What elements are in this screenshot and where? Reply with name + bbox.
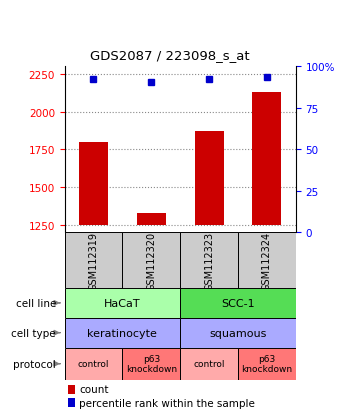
Text: HaCaT: HaCaT [104,298,141,308]
Bar [65,288,180,318]
Text: cell line: cell line [16,298,56,308]
Text: control: control [193,359,225,368]
Text: protocol: protocol [13,359,56,369]
Bar [122,348,180,380]
Text: GSM112323: GSM112323 [204,231,214,290]
Bar [137,213,166,225]
Bar [252,93,281,225]
Text: SCC-1: SCC-1 [221,298,255,308]
Bar [180,233,238,288]
Bar [238,233,296,288]
Text: control: control [78,359,109,368]
Text: p63
knockdown: p63 knockdown [241,354,292,373]
Bar [180,348,238,380]
Bar [122,233,180,288]
Bar [238,348,296,380]
Text: percentile rank within the sample: percentile rank within the sample [79,398,255,408]
Text: count: count [79,385,108,394]
Bar [65,233,122,288]
Text: GSM112320: GSM112320 [146,231,156,290]
Bar [180,318,296,348]
Bar [68,399,75,408]
Bar [65,318,180,348]
Bar [65,348,122,380]
Text: cell type: cell type [12,328,56,338]
Text: squamous: squamous [209,328,267,338]
Text: GDS2087 / 223098_s_at: GDS2087 / 223098_s_at [90,50,250,62]
Text: p63
knockdown: p63 knockdown [126,354,177,373]
Text: GSM112319: GSM112319 [88,231,99,290]
Text: keratinocyte: keratinocyte [87,328,157,338]
Bar [79,142,108,225]
Text: GSM112324: GSM112324 [262,231,272,290]
Bar [194,132,223,225]
Bar [68,385,75,394]
Bar [180,288,296,318]
